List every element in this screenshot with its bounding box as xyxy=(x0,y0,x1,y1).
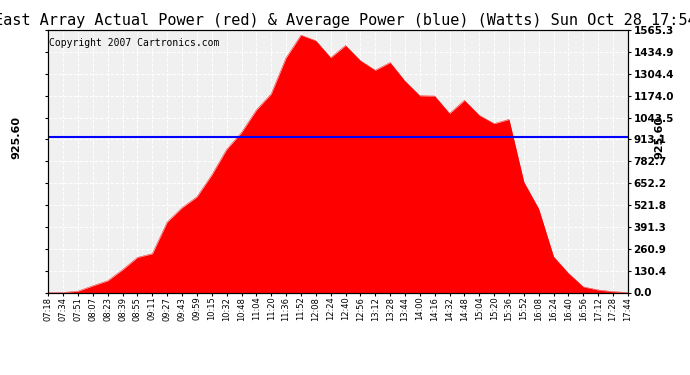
Text: 925.60: 925.60 xyxy=(12,116,21,159)
Text: 925.60: 925.60 xyxy=(655,116,664,159)
Text: Copyright 2007 Cartronics.com: Copyright 2007 Cartronics.com xyxy=(50,38,220,48)
Text: East Array Actual Power (red) & Average Power (blue) (Watts) Sun Oct 28 17:54: East Array Actual Power (red) & Average … xyxy=(0,13,690,28)
